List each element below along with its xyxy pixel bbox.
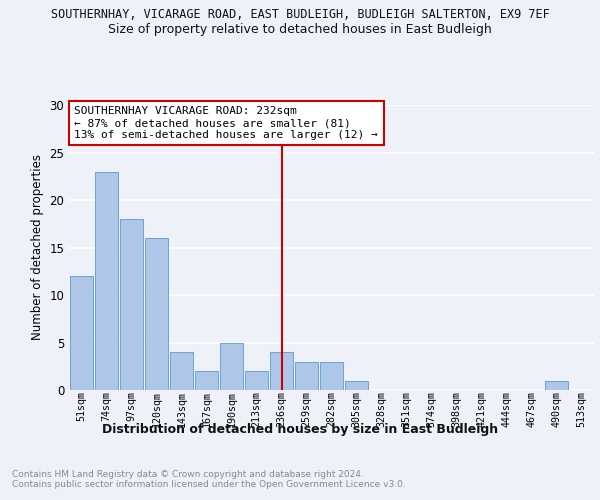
- Bar: [545, 380, 568, 390]
- Bar: [145, 238, 169, 390]
- Bar: [245, 371, 268, 390]
- Text: Contains HM Land Registry data © Crown copyright and database right 2024.
Contai: Contains HM Land Registry data © Crown c…: [12, 470, 406, 490]
- Bar: [220, 342, 244, 390]
- Bar: [269, 352, 293, 390]
- Bar: [295, 362, 319, 390]
- Bar: [70, 276, 94, 390]
- Bar: [344, 380, 368, 390]
- Bar: [194, 371, 218, 390]
- Text: SOUTHERNHAY, VICARAGE ROAD, EAST BUDLEIGH, BUDLEIGH SALTERTON, EX9 7EF: SOUTHERNHAY, VICARAGE ROAD, EAST BUDLEIG…: [50, 8, 550, 20]
- Bar: [119, 219, 143, 390]
- Bar: [320, 362, 343, 390]
- Y-axis label: Number of detached properties: Number of detached properties: [31, 154, 44, 340]
- Text: Distribution of detached houses by size in East Budleigh: Distribution of detached houses by size …: [102, 422, 498, 436]
- Bar: [170, 352, 193, 390]
- Bar: [95, 172, 118, 390]
- Text: SOUTHERNHAY VICARAGE ROAD: 232sqm
← 87% of detached houses are smaller (81)
13% : SOUTHERNHAY VICARAGE ROAD: 232sqm ← 87% …: [74, 106, 378, 140]
- Text: Size of property relative to detached houses in East Budleigh: Size of property relative to detached ho…: [108, 22, 492, 36]
